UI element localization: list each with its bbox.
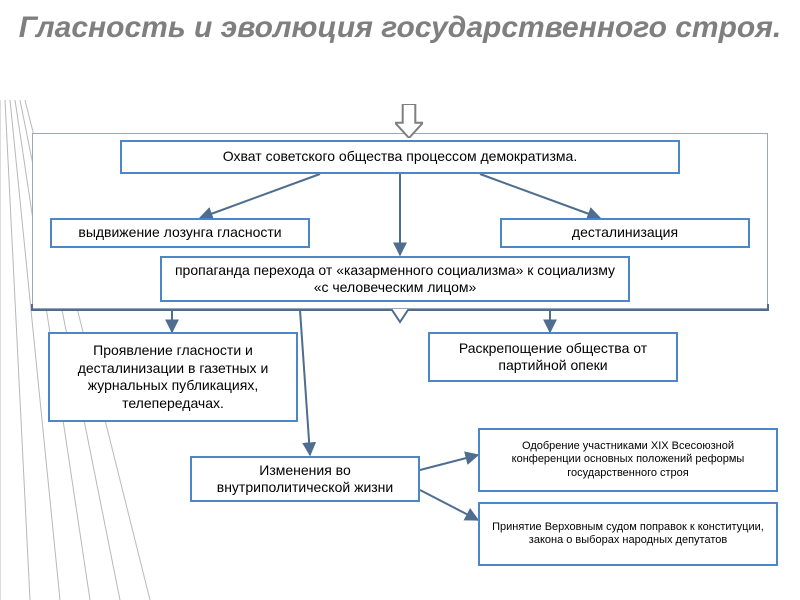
node-n2: выдвижение лозунга гласности: [50, 218, 310, 248]
node-n7: Изменения во внутриполитической жизни: [190, 456, 420, 502]
node-n8: Одобрение участниками XIX Всесоюзной кон…: [478, 428, 778, 492]
node-text: Принятие Верховным судом поправок к конс…: [488, 521, 768, 547]
node-text: пропаганда перехода от «казарменного соц…: [170, 262, 620, 297]
node-n9: Принятие Верховным судом поправок к конс…: [478, 502, 778, 566]
node-n3: десталинизация: [500, 218, 750, 248]
title-text: Гласность и эволюция государственного ст…: [19, 11, 782, 44]
down-arrow-indicator: [395, 104, 423, 138]
node-text: Проявление гласности и десталинизации в …: [58, 342, 288, 412]
node-text: Раскрепощение общества от партийной опек…: [438, 340, 668, 375]
node-n1: Охват советского общества процессом демо…: [120, 140, 680, 174]
node-text: Охват советского общества процессом демо…: [223, 148, 577, 166]
node-n6: Раскрепощение общества от партийной опек…: [428, 332, 678, 382]
diagram-title: Гласность и эволюция государственного ст…: [0, 0, 800, 100]
node-text: десталинизация: [572, 224, 678, 242]
node-text: Одобрение участниками XIX Всесоюзной кон…: [488, 440, 768, 480]
node-n5: Проявление гласности и десталинизации в …: [48, 332, 298, 422]
node-n4: пропаганда перехода от «казарменного соц…: [160, 256, 630, 302]
node-text: выдвижение лозунга гласности: [78, 224, 281, 242]
node-text: Изменения во внутриполитической жизни: [200, 462, 410, 497]
